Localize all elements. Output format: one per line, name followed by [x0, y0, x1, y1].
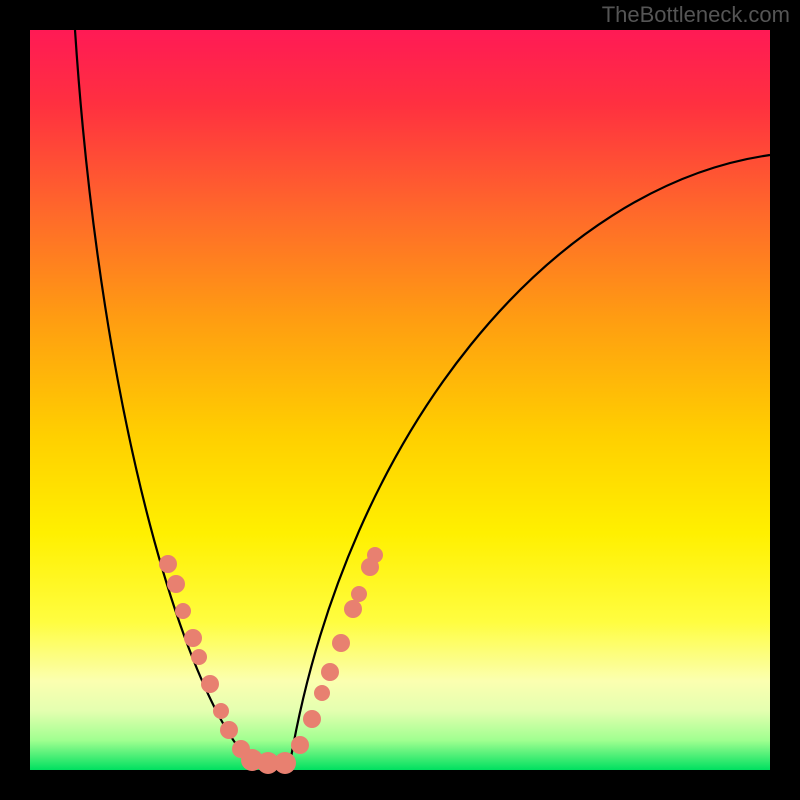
marker-point [213, 703, 229, 719]
marker-point [291, 736, 309, 754]
marker-point [220, 721, 238, 739]
chart-container: TheBottleneck.com [0, 0, 800, 800]
marker-point [344, 600, 362, 618]
marker-point [201, 675, 219, 693]
marker-point [167, 575, 185, 593]
marker-point [184, 629, 202, 647]
marker-point [321, 663, 339, 681]
marker-point [175, 603, 191, 619]
marker-point [191, 649, 207, 665]
marker-point [314, 685, 330, 701]
watermark-text: TheBottleneck.com [602, 2, 790, 28]
marker-point [303, 710, 321, 728]
marker-point [274, 752, 296, 774]
marker-point [159, 555, 177, 573]
marker-point [332, 634, 350, 652]
bottleneck-chart [0, 0, 800, 800]
marker-point [367, 547, 383, 563]
plot-background [30, 30, 770, 770]
marker-point [351, 586, 367, 602]
